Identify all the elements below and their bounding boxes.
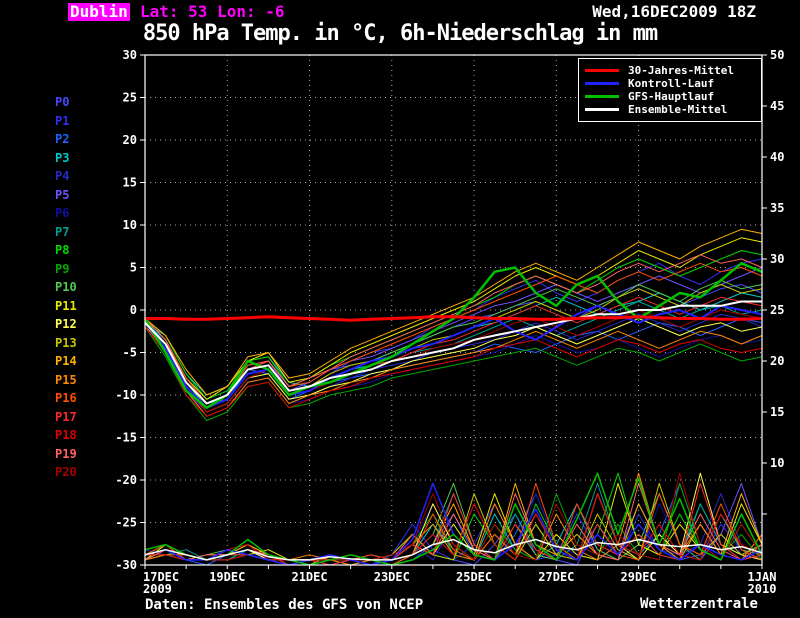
legend-label: GFS-Hauptlauf xyxy=(628,90,715,103)
member-label-p16: P16 xyxy=(55,391,77,405)
legend-item: GFS-Hauptlauf xyxy=(585,91,755,102)
temp-line-GFS-Hauptlauf xyxy=(143,262,763,410)
y-axis-label-left: -20 xyxy=(115,473,137,487)
y-axis-label-right: 35 xyxy=(770,201,784,215)
y-axis-label-right: 20 xyxy=(770,354,784,368)
legend-label: Kontroll-Lauf xyxy=(628,77,715,90)
legend-swatch xyxy=(585,95,619,98)
legend-item: Ensemble-Mittel xyxy=(585,104,755,115)
y-axis-label-right: 40 xyxy=(770,150,784,164)
member-label-p18: P18 xyxy=(55,428,77,442)
y-axis-label-left: 5 xyxy=(130,261,137,275)
y-axis-label-right: 10 xyxy=(770,456,784,470)
member-label-p1: P1 xyxy=(55,113,70,128)
member-label-p20: P20 xyxy=(55,465,77,479)
y-axis-label-left: 15 xyxy=(123,176,137,190)
member-label-p0: P0 xyxy=(55,95,70,109)
station-name: Dublin xyxy=(68,2,130,21)
temp-line-P18 xyxy=(144,326,763,417)
chart-legend: 30-Jahres-Mittel Kontroll-Lauf GFS-Hauptla… xyxy=(578,58,762,122)
member-label-p2: P2 xyxy=(55,132,70,146)
y-axis-label-left: -10 xyxy=(115,388,137,402)
member-label-p3: P3 xyxy=(55,150,70,165)
x-axis-label: 27DEC xyxy=(538,570,574,584)
x-axis-label: 29DEC xyxy=(621,570,657,584)
x-axis-sublabel: 2009 xyxy=(143,582,172,596)
member-label-p19: P19 xyxy=(55,446,77,461)
y-axis-label-right: 30 xyxy=(770,252,784,266)
chart-title: 850 hPa Temp. in °C, 6h-Niederschlag in … xyxy=(142,21,658,46)
x-axis-label: 17DEC xyxy=(143,570,179,584)
x-axis-label: 21DEC xyxy=(291,570,327,584)
x-axis-label: 25DEC xyxy=(456,570,492,584)
temp-line-P15 xyxy=(144,322,763,417)
station-coords: Lat: 53 Lon: -6 xyxy=(140,2,285,21)
x-axis-label: 23DEC xyxy=(374,570,410,584)
y-axis-label-left: 30 xyxy=(123,48,137,62)
member-label-p10: P10 xyxy=(55,280,77,294)
y-axis-label-left: 0 xyxy=(130,303,137,317)
temp-line-Kontroll-Lauf xyxy=(144,304,763,409)
data-source: Daten: Ensembles des GFS von NCEP xyxy=(145,597,424,613)
y-axis-label-right: 15 xyxy=(770,405,784,419)
legend-swatch xyxy=(585,108,619,111)
y-axis-label-left: -5 xyxy=(123,346,137,360)
member-label-p15: P15 xyxy=(55,372,77,387)
x-axis-label: 19DEC xyxy=(209,570,245,584)
y-axis-label-right: 45 xyxy=(770,99,784,113)
member-label-p5: P5 xyxy=(55,187,70,202)
member-label-p14: P14 xyxy=(55,354,77,368)
y-axis-label-left: 25 xyxy=(123,91,137,105)
y-axis-label-left: 20 xyxy=(123,133,137,147)
member-label-p17: P17 xyxy=(55,409,77,424)
legend-label: Ensemble-Mittel xyxy=(628,103,728,116)
y-axis-label-left: -25 xyxy=(115,516,137,530)
legend-item: 30-Jahres-Mittel xyxy=(585,65,755,76)
legend-item: Kontroll-Lauf xyxy=(585,78,755,89)
x-axis-sublabel: 2010 xyxy=(748,582,777,596)
member-label-p9: P9 xyxy=(55,261,70,276)
temp-line-P14 xyxy=(144,228,763,396)
y-axis-label-right: 25 xyxy=(770,303,784,317)
member-label-p8: P8 xyxy=(55,243,70,257)
y-axis-label-right: 50 xyxy=(770,48,784,62)
legend-swatch xyxy=(585,69,619,72)
brand-name: Wetterzentrale xyxy=(639,596,758,612)
y-axis-label-left: -15 xyxy=(115,431,137,445)
member-label-p13: P13 xyxy=(55,335,77,350)
precip-line-Ensemble-Mittel xyxy=(144,538,763,561)
temp-line-Ensemble-Mittel xyxy=(144,300,762,405)
member-label-p7: P7 xyxy=(55,224,70,239)
run-datetime: Wed,16DEC2009 18Z xyxy=(592,2,756,21)
member-label-p12: P12 xyxy=(55,317,77,331)
y-axis-label-left: 10 xyxy=(123,218,137,232)
precip-line-P18 xyxy=(145,493,763,566)
x-axis-label: 1JAN xyxy=(748,570,777,584)
temp-line-30-Jahres-Mittel xyxy=(145,315,763,322)
member-label-p11: P11 xyxy=(55,298,77,313)
legend-label: 30-Jahres-Mittel xyxy=(628,64,734,77)
legend-swatch xyxy=(585,82,619,85)
member-label-p6: P6 xyxy=(55,206,70,220)
member-label-p4: P4 xyxy=(55,169,70,183)
y-axis-label-left: -30 xyxy=(115,558,137,572)
